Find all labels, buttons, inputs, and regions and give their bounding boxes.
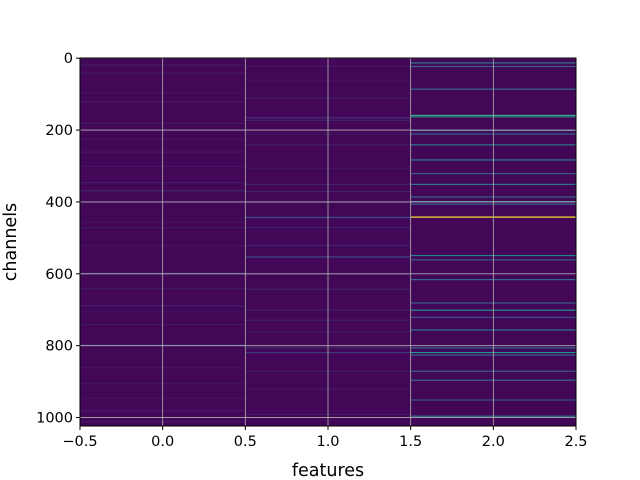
y-tick-label: 0 bbox=[64, 51, 73, 67]
x-tick-label: 0.0 bbox=[151, 434, 174, 450]
x-tick-label: 0.5 bbox=[234, 434, 257, 450]
y-tick-label: 1000 bbox=[36, 411, 73, 427]
y-axis: 0 200 400 600 800 1000 bbox=[36, 51, 80, 427]
x-tick-label: 1.0 bbox=[316, 434, 339, 450]
x-axis: −0.5 0.0 0.5 1.0 1.5 2.0 2.5 bbox=[62, 426, 588, 450]
y-tick-label: 200 bbox=[45, 123, 73, 139]
x-tick-label: 2.0 bbox=[482, 434, 505, 450]
y-axis-label: channels bbox=[1, 203, 21, 281]
x-axis-label: features bbox=[292, 461, 364, 480]
x-tick-label: −0.5 bbox=[62, 434, 97, 450]
y-tick-label: 400 bbox=[45, 195, 73, 211]
x-tick-label: 1.5 bbox=[399, 434, 422, 450]
y-tick-label: 800 bbox=[45, 339, 73, 355]
y-tick-label: 600 bbox=[45, 267, 73, 283]
x-tick-label: 2.5 bbox=[564, 434, 587, 450]
